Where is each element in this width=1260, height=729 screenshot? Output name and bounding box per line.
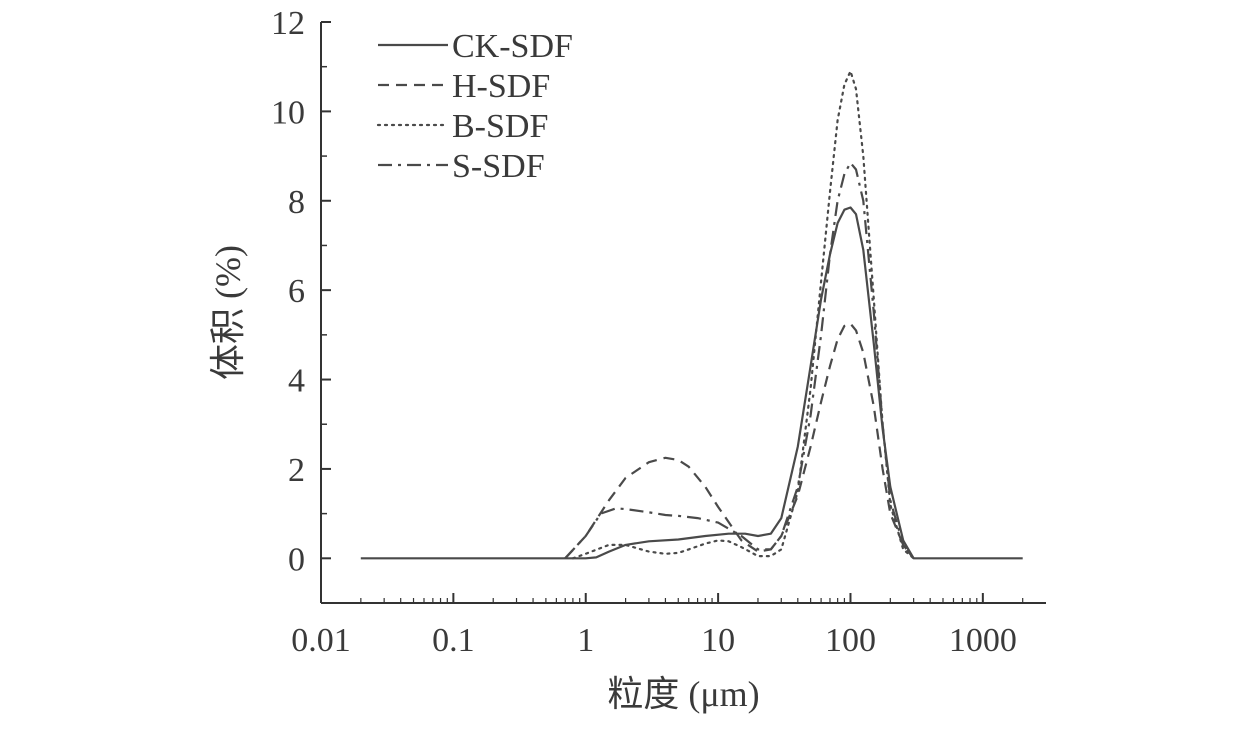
- y-tick-label: 6: [288, 273, 305, 310]
- series-line-s-sdf: [564, 161, 915, 560]
- y-tick-label: 8: [288, 184, 305, 221]
- legend-label-ck-sdf: CK-SDF: [452, 28, 573, 65]
- axes: 0 2 4 6 8 10 12 0.01 0.1 1 10 100 1000: [271, 5, 1046, 659]
- x-tick-label: 0.1: [432, 622, 475, 659]
- legend-label-b-sdf: B-SDF: [452, 108, 548, 145]
- x-tick-label: 1: [577, 622, 594, 659]
- x-tick-label: 0.01: [291, 622, 351, 659]
- series-line-ck-sdf: [360, 206, 1023, 560]
- legend-label-s-sdf: S-SDF: [452, 148, 545, 185]
- x-tick-label: 100: [825, 622, 876, 659]
- legend-label-h-sdf: H-SDF: [452, 68, 550, 105]
- y-tick-label: 0: [288, 541, 305, 578]
- y-tick-label: 2: [288, 452, 305, 489]
- series-lines: [360, 70, 1023, 560]
- x-tick-label: 1000: [949, 622, 1017, 659]
- y-tick-label: 4: [288, 363, 305, 400]
- series-line-b-sdf: [571, 70, 915, 560]
- y-axis-title: 体积 (%): [208, 245, 248, 380]
- y-tick-label: 10: [271, 94, 305, 131]
- y-tick-label: 12: [271, 5, 305, 42]
- x-axis-title: 粒度 (μm): [607, 674, 759, 714]
- x-tick-label: 10: [701, 622, 735, 659]
- series-line-h-sdf: [564, 322, 915, 560]
